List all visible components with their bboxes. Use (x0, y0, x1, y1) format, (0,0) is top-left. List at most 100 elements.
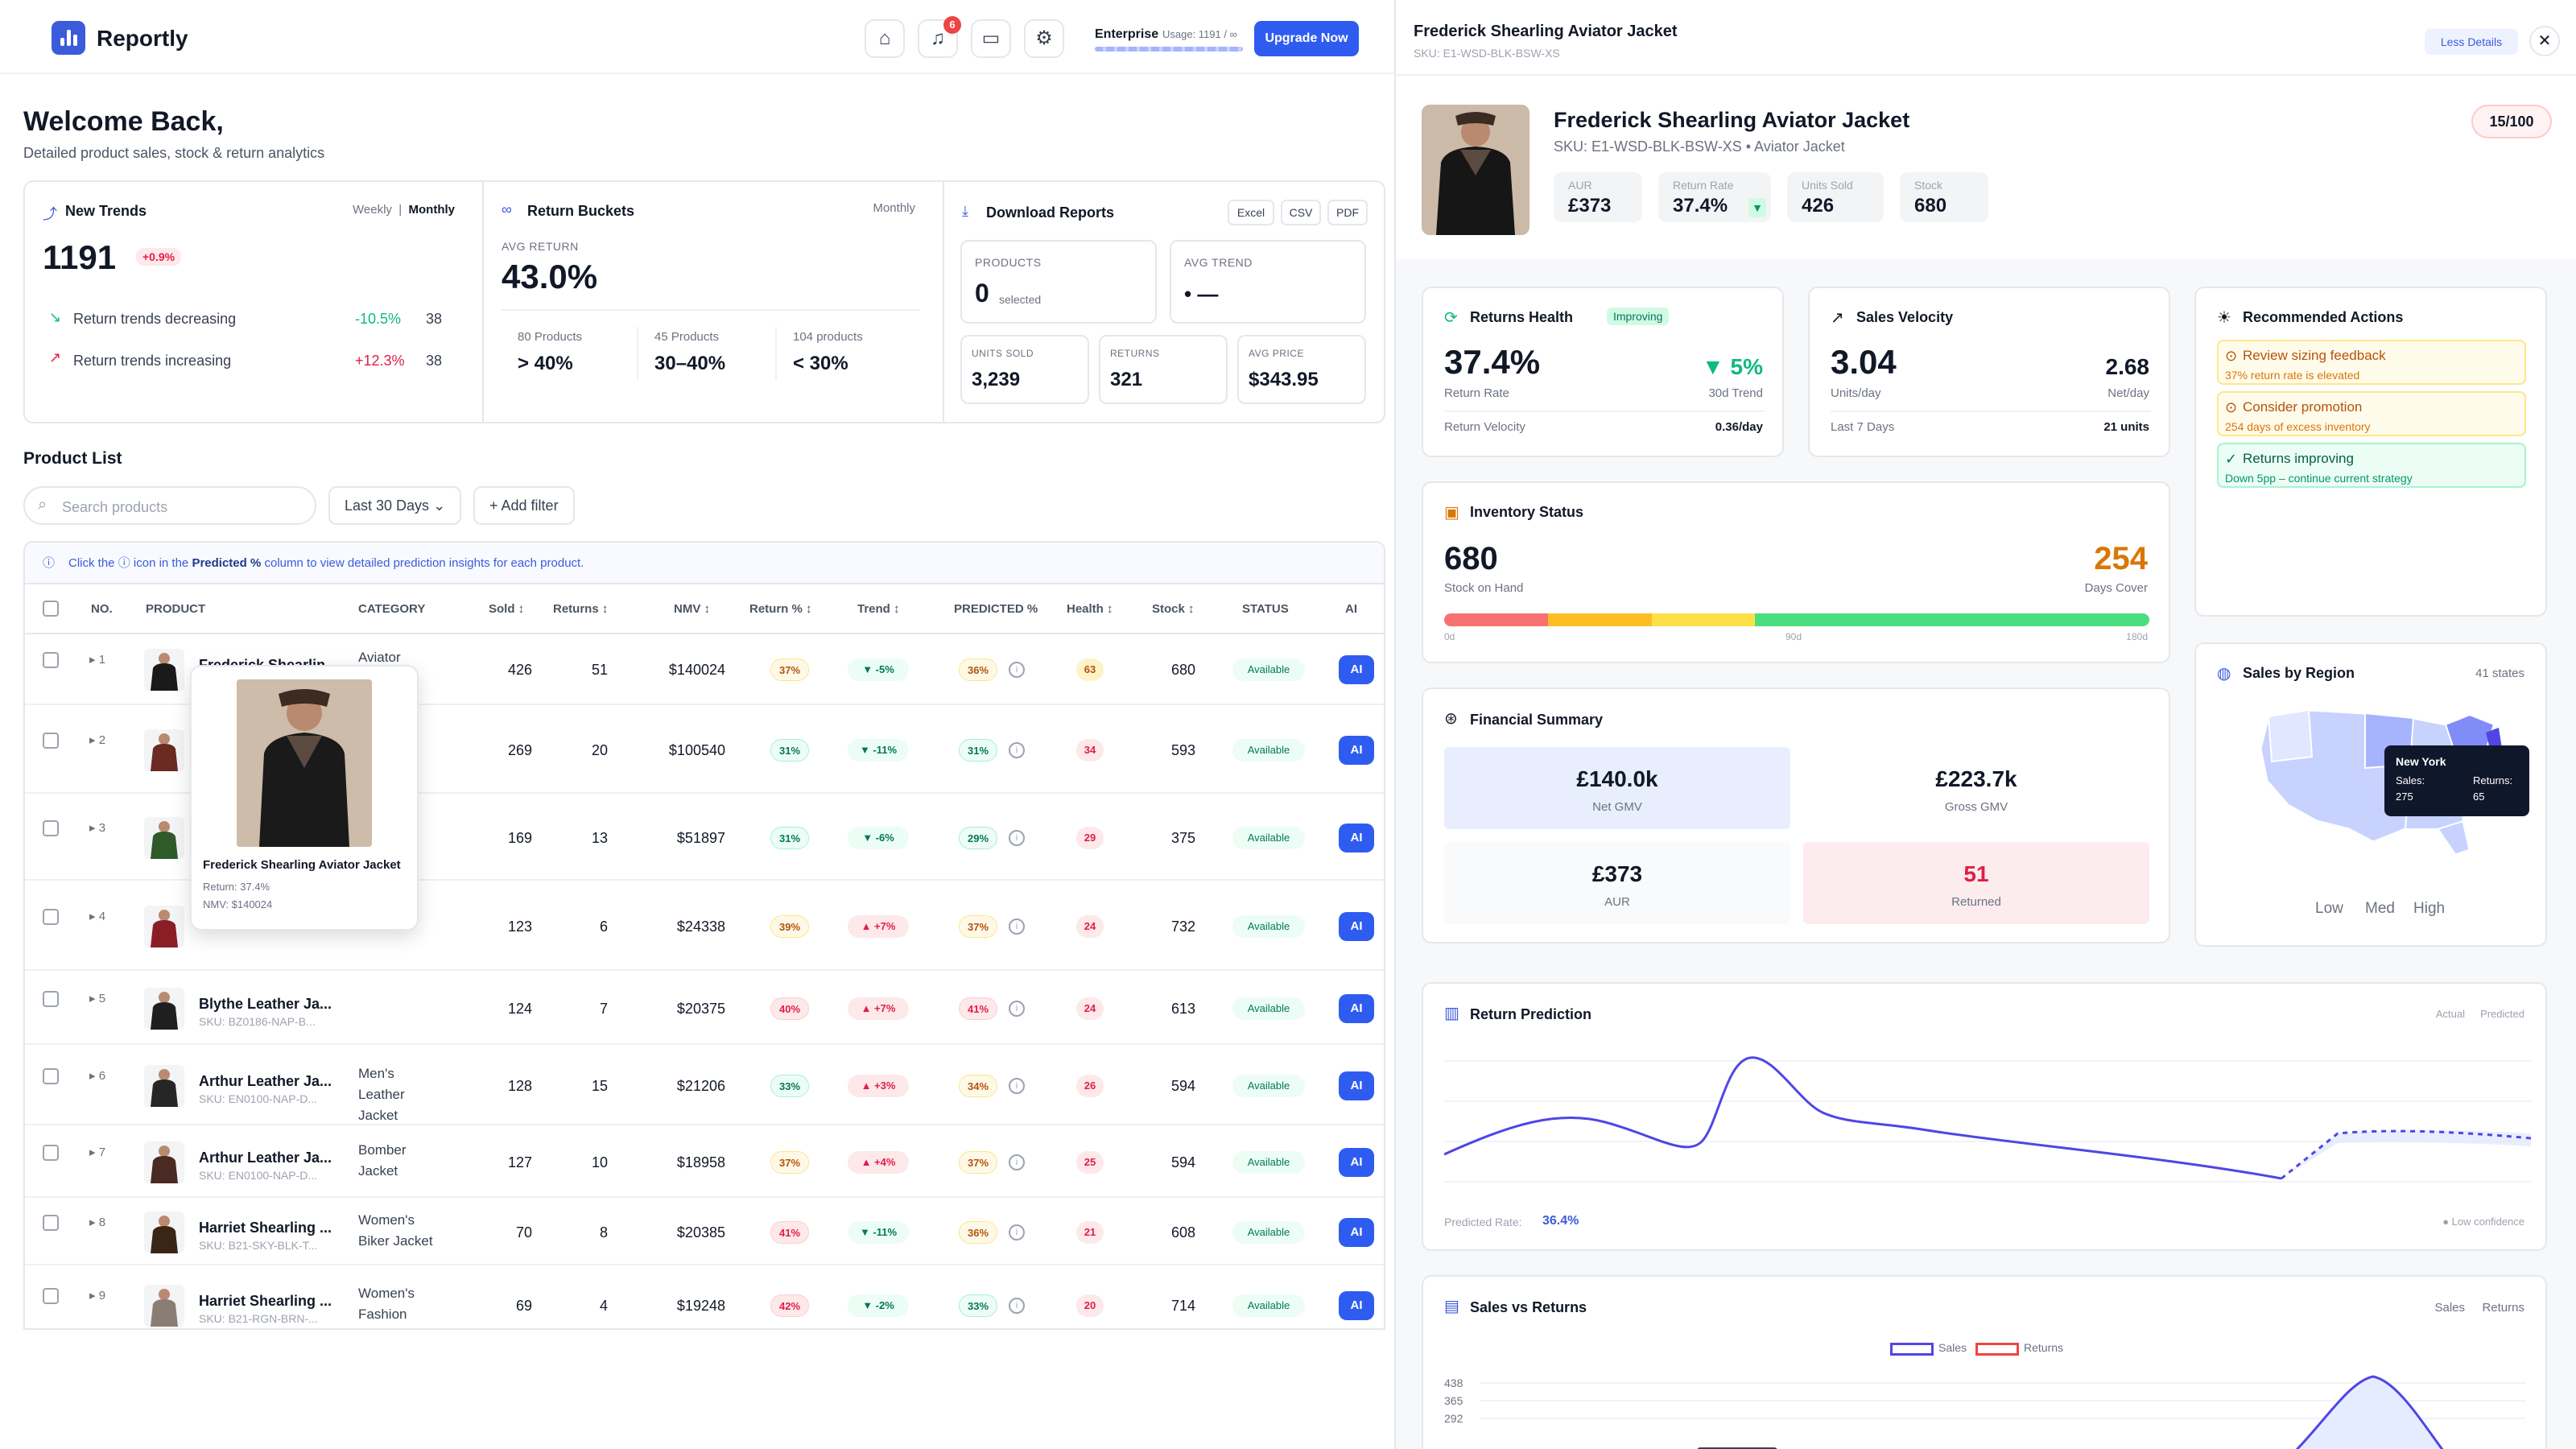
ai-insight-button[interactable]: AI (1339, 655, 1374, 684)
col-return-pct[interactable]: Return % ↕ (749, 602, 812, 616)
action-item[interactable]: ✓ Returns improving Down 5pp – continue … (2217, 443, 2526, 488)
home-button[interactable]: ⌂ (865, 19, 905, 58)
product-thumbnail[interactable] (144, 1212, 184, 1253)
row-checkbox[interactable] (43, 820, 59, 836)
row-expand[interactable]: ▸ 3 (89, 820, 105, 835)
table-row[interactable]: ▸ 5 Blythe Leather Ja... SKU: BZ0186-NAP-B… (25, 972, 1384, 1045)
less-details-button[interactable]: Less Details (2425, 29, 2518, 55)
row-checkbox[interactable] (43, 991, 59, 1007)
messages-button[interactable]: ▭ (971, 19, 1011, 58)
bucket-count: 45 Products (654, 330, 720, 344)
row-expand[interactable]: ▸ 6 (89, 1068, 105, 1083)
product-name[interactable]: Blythe Leather Ja... (199, 996, 332, 1012)
product-thumbnail[interactable] (144, 1141, 184, 1183)
product-thumbnail[interactable] (144, 906, 184, 947)
table-row[interactable]: ▸ 3 169 13 $51897 31% ▼ -6% 29% i 29 375 Available… (25, 795, 1384, 881)
select-all-checkbox[interactable] (43, 601, 59, 617)
prediction-info-icon[interactable]: i (1009, 1001, 1025, 1017)
products-value: 0 (975, 279, 989, 308)
ai-insight-button[interactable]: AI (1339, 1218, 1374, 1247)
weekly-toggle[interactable]: Weekly (353, 203, 392, 217)
ai-insight-button[interactable]: AI (1339, 824, 1374, 852)
col-health[interactable]: Health ↕ (1067, 602, 1113, 616)
row-expand[interactable]: ▸ 2 (89, 733, 105, 747)
health-badge: 29 (1076, 827, 1104, 849)
stock-value: 593 (1170, 742, 1195, 758)
row-expand[interactable]: ▸ 1 (89, 652, 105, 667)
row-expand[interactable]: ▸ 9 (89, 1288, 105, 1302)
date-range-select[interactable]: Last 30 Days ⌄ (328, 486, 462, 525)
row-checkbox[interactable] (43, 1215, 59, 1231)
row-expand[interactable]: ▸ 5 (89, 991, 105, 1005)
prediction-info-icon[interactable]: i (1009, 830, 1025, 846)
col-sold[interactable]: Sold ↕ (489, 602, 525, 616)
table-row[interactable]: ▸ 7 Arthur Leather Ja... SKU: EN0100-NAP-D… (25, 1127, 1384, 1198)
return-buckets-card: ∞ Return Buckets Monthly AVG RETURN 43.0… (482, 180, 944, 423)
row-expand[interactable]: ▸ 8 (89, 1215, 105, 1229)
upgrade-button[interactable]: Upgrade Now (1254, 21, 1359, 56)
notifications-button[interactable]: ♫ 6 (918, 16, 961, 58)
velocity-period: Last 7 Days (1831, 420, 1895, 434)
settings-button[interactable]: ⚙ (1024, 19, 1064, 58)
row-checkbox[interactable] (43, 652, 59, 668)
product-name[interactable]: Arthur Leather Ja... (199, 1073, 332, 1089)
export-excel-button[interactable]: Excel (1228, 200, 1274, 225)
product-name[interactable]: Harriet Shearling ... (199, 1293, 332, 1309)
prediction-info-icon[interactable]: i (1009, 1298, 1025, 1314)
ai-insight-button[interactable]: AI (1339, 1291, 1374, 1320)
row-checkbox[interactable] (43, 1068, 59, 1084)
row-checkbox[interactable] (43, 1288, 59, 1304)
col-trend[interactable]: Trend ↕ (857, 602, 900, 616)
product-thumbnail[interactable] (144, 1065, 184, 1107)
prediction-info-icon[interactable]: i (1009, 1224, 1025, 1241)
prediction-info-icon[interactable]: i (1009, 1154, 1025, 1170)
ai-insight-button[interactable]: AI (1339, 994, 1374, 1023)
status-badge: Available (1232, 739, 1305, 762)
ai-insight-button[interactable]: AI (1339, 912, 1374, 941)
row-checkbox[interactable] (43, 909, 59, 925)
product-thumbnail[interactable] (144, 817, 184, 859)
col-nmv[interactable]: NMV ↕ (674, 602, 710, 616)
stock-value: 714 (1170, 1298, 1195, 1314)
products-selected-box: PRODUCTS 0 selected (960, 240, 1157, 324)
add-filter-button[interactable]: + Add filter (473, 486, 575, 525)
product-thumbnail[interactable] (144, 649, 184, 691)
table-row[interactable]: ▸ 2 269 20 $100540 31% ▼ -11% 31% i 34 593 Availab… (25, 707, 1384, 794)
ai-insight-button[interactable]: AI (1339, 1071, 1374, 1100)
product-sku-category: SKU: E1-WSD-BLK-BSW-XS • Aviator Jacket (1554, 138, 1845, 155)
close-button[interactable]: ✕ (2529, 26, 2560, 56)
prediction-info-icon[interactable]: i (1009, 662, 1025, 678)
add-filter-label: Add filter (501, 497, 559, 514)
export-pdf-button[interactable]: PDF (1327, 200, 1368, 225)
search-input[interactable]: ⌕ Search products (23, 486, 316, 525)
prediction-info-icon[interactable]: i (1009, 742, 1025, 758)
table-row[interactable]: ▸ 9 Harriet Shearling ... SKU: B21-RGN-BRN… (25, 1267, 1384, 1328)
product-name[interactable]: Harriet Shearling ... (199, 1220, 332, 1236)
monthly-toggle[interactable]: Monthly (408, 203, 456, 217)
table-header: NO. PRODUCT CATEGORY Sold ↕ Returns ↕ NM… (25, 584, 1384, 634)
product-name[interactable]: Arthur Leather Ja... (199, 1150, 332, 1166)
action-item[interactable]: ⊙ Review sizing feedback 37% return rate… (2217, 340, 2526, 385)
table-row[interactable]: ▸ 8 Harriet Shearling ... SKU: B21-SKY-BLK… (25, 1199, 1384, 1265)
col-returns[interactable]: Returns ↕ (553, 602, 609, 616)
row-expand[interactable]: ▸ 4 (89, 909, 105, 923)
ai-insight-button[interactable]: AI (1339, 736, 1374, 765)
returns-health-card: ⟳ Returns Health Improving 37.4% Return … (1422, 287, 1784, 457)
col-stock[interactable]: Stock ↕ (1152, 602, 1195, 616)
prediction-info-icon[interactable]: i (1009, 919, 1025, 935)
product-thumbnail[interactable] (144, 1285, 184, 1327)
row-checkbox[interactable] (43, 1145, 59, 1161)
bucket-count: 80 Products (518, 330, 583, 344)
units-sold-label: UNITS SOLD (972, 348, 1034, 359)
export-csv-button[interactable]: CSV (1281, 200, 1321, 225)
table-row[interactable]: ▸ 6 Arthur Leather Ja... SKU: EN0100-NAP-D… (25, 1046, 1384, 1125)
product-thumbnail[interactable] (144, 729, 184, 771)
row-expand[interactable]: ▸ 7 (89, 1145, 105, 1159)
col-predicted: PREDICTED % (954, 602, 1038, 616)
row-checkbox[interactable] (43, 733, 59, 749)
prediction-info-icon[interactable]: i (1009, 1078, 1025, 1094)
ai-insight-button[interactable]: AI (1339, 1148, 1374, 1177)
product-thumbnail[interactable] (144, 988, 184, 1030)
action-item[interactable]: ⊙ Consider promotion 254 days of excess … (2217, 391, 2526, 436)
tip-text: Predicted % (192, 556, 262, 570)
